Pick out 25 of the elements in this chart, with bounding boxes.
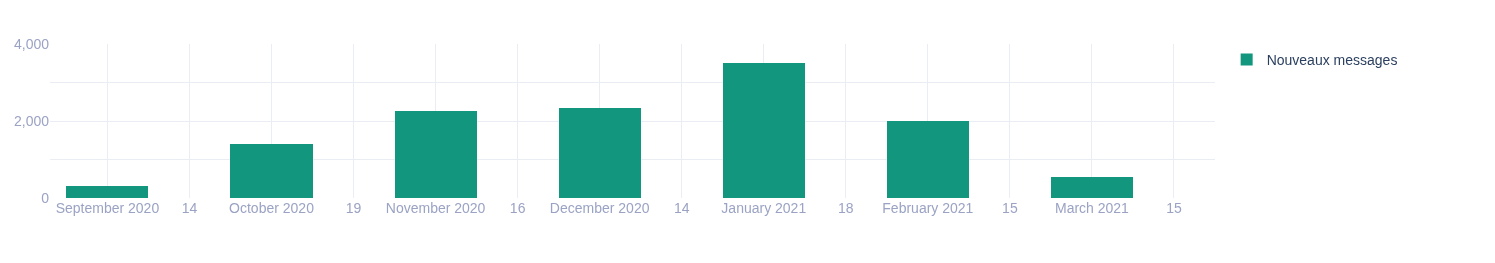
x-tick-label: September 2020 (55, 200, 160, 216)
bar (723, 63, 805, 198)
y-tick-label: 4,000 (13, 35, 50, 52)
bar (66, 186, 148, 198)
x-tick-label: 18 (838, 200, 854, 216)
bar (559, 108, 641, 198)
bar (395, 111, 477, 198)
x-tick-label: December 2020 (549, 200, 650, 216)
x-tick-label: 15 (1166, 200, 1182, 216)
x-tick-label: March 2021 (1054, 200, 1130, 216)
bar (230, 144, 313, 198)
y-tick-label: 0 (41, 189, 50, 206)
x-tick-label: November 2020 (385, 200, 486, 216)
bar (887, 121, 969, 198)
x-tick-label: October 2020 (229, 200, 315, 216)
y-tick-label: 2,000 (13, 112, 50, 129)
x-tick-label: 19 (345, 200, 362, 216)
bar (1051, 177, 1133, 198)
x-tick-label: February 2021 (882, 200, 974, 216)
x-tick-label: January 2021 (721, 200, 807, 216)
x-tick-label: 16 (509, 200, 526, 216)
legend-label: Nouveaux messages (1266, 52, 1398, 69)
x-tick-label: 14 (181, 200, 198, 216)
x-tick-label: 14 (673, 200, 690, 216)
x-tick-label: 15 (1002, 200, 1018, 216)
